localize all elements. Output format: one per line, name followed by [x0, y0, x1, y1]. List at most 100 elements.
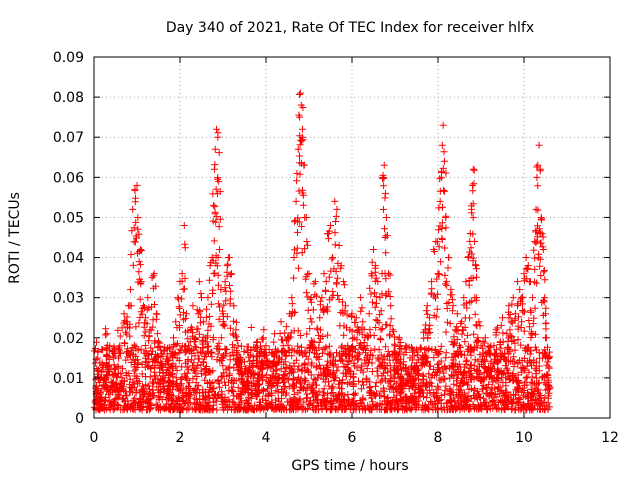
data-point: [545, 382, 553, 390]
data-point: [335, 242, 343, 250]
data-point: [534, 161, 542, 169]
data-point: [456, 342, 463, 350]
data-point: [266, 374, 274, 382]
labels-layer: 0 2 4 6 8 10 12 0 0.01 0.02 0.03 0.04 0.05 0.06 0.07 0.…: [53, 50, 619, 446]
x-tick-label: 10: [515, 430, 533, 446]
data-point: [438, 141, 446, 149]
data-point: [109, 354, 117, 362]
data-point: [413, 346, 420, 354]
data-point: [139, 302, 147, 310]
data-point: [167, 362, 175, 370]
data-point: [327, 221, 334, 229]
data-point: [144, 294, 152, 302]
data-point: [318, 294, 326, 302]
data-point: [107, 378, 115, 386]
data-point: [223, 262, 231, 270]
data-point: [333, 205, 341, 213]
data-point: [241, 358, 248, 366]
data-point: [472, 262, 480, 270]
data-point: [297, 101, 305, 109]
data-point: [136, 246, 144, 254]
data-point: [124, 302, 132, 310]
data-point: [477, 342, 485, 350]
data-point: [127, 286, 135, 294]
data-point: [206, 262, 214, 270]
data-point: [142, 314, 150, 322]
y-tick-label: 0.09: [53, 50, 84, 66]
data-point: [499, 314, 506, 322]
data-point: [116, 342, 124, 350]
data-point: [114, 386, 122, 394]
data-point: [367, 270, 375, 278]
data-point: [425, 314, 433, 322]
data-point: [228, 270, 236, 278]
x-axis-title: GPS time / hours: [291, 458, 408, 474]
background-points: [90, 91, 554, 414]
data-point: [243, 378, 251, 386]
data-point: [464, 254, 472, 262]
data-point: [101, 374, 109, 382]
data-point: [137, 278, 145, 286]
data-point: [264, 362, 272, 370]
data-point: [518, 294, 526, 302]
points-layer: [90, 89, 554, 414]
data-point: [505, 302, 513, 310]
data-point: [157, 358, 165, 366]
data-point: [277, 318, 285, 326]
data-point: [354, 326, 362, 334]
data-point: [258, 358, 266, 366]
data-point: [348, 310, 356, 318]
data-point: [148, 274, 156, 282]
data-point: [511, 310, 519, 318]
data-point: [516, 286, 524, 294]
data-point: [152, 310, 160, 318]
data-point: [357, 294, 365, 302]
data-point: [288, 294, 296, 302]
data-point: [216, 246, 224, 254]
data-point: [468, 205, 476, 213]
data-point: [509, 294, 517, 302]
data-point: [150, 270, 158, 278]
ticks-layer: [93, 56, 611, 419]
data-point: [185, 342, 193, 350]
data-point: [105, 362, 113, 370]
data-point: [378, 270, 386, 278]
data-point: [213, 125, 221, 133]
data-point: [112, 370, 119, 378]
data-point: [391, 342, 399, 350]
data-point: [189, 302, 197, 310]
data-point: [96, 390, 104, 398]
data-point: [380, 161, 388, 169]
data-point: [198, 294, 205, 302]
data-point: [529, 294, 537, 302]
data-point: [419, 354, 427, 362]
data-point: [445, 254, 453, 262]
data-point: [526, 278, 534, 286]
data-point: [342, 302, 350, 310]
data-point: [387, 302, 395, 310]
data-point: [361, 334, 369, 342]
data-point: [536, 165, 544, 173]
data-point: [538, 229, 546, 237]
data-point: [473, 294, 481, 302]
data-point: [460, 294, 468, 302]
data-point: [303, 238, 311, 246]
data-point: [262, 342, 270, 350]
x-tick-label: 8: [434, 430, 443, 446]
y-tick-label: 0.01: [53, 371, 84, 387]
data-point: [483, 366, 491, 374]
x-tick-label: 2: [176, 430, 185, 446]
data-point: [507, 318, 515, 326]
data-point: [120, 310, 128, 318]
data-point: [133, 181, 141, 189]
data-point: [155, 338, 162, 346]
data-point: [370, 246, 377, 254]
x-tick-label: 6: [348, 430, 357, 446]
data-point: [161, 374, 169, 382]
data-point: [533, 173, 541, 181]
data-point: [210, 201, 218, 209]
data-point: [225, 254, 233, 262]
data-point: [251, 382, 259, 390]
data-point: [520, 270, 528, 278]
data-point: [400, 358, 408, 366]
